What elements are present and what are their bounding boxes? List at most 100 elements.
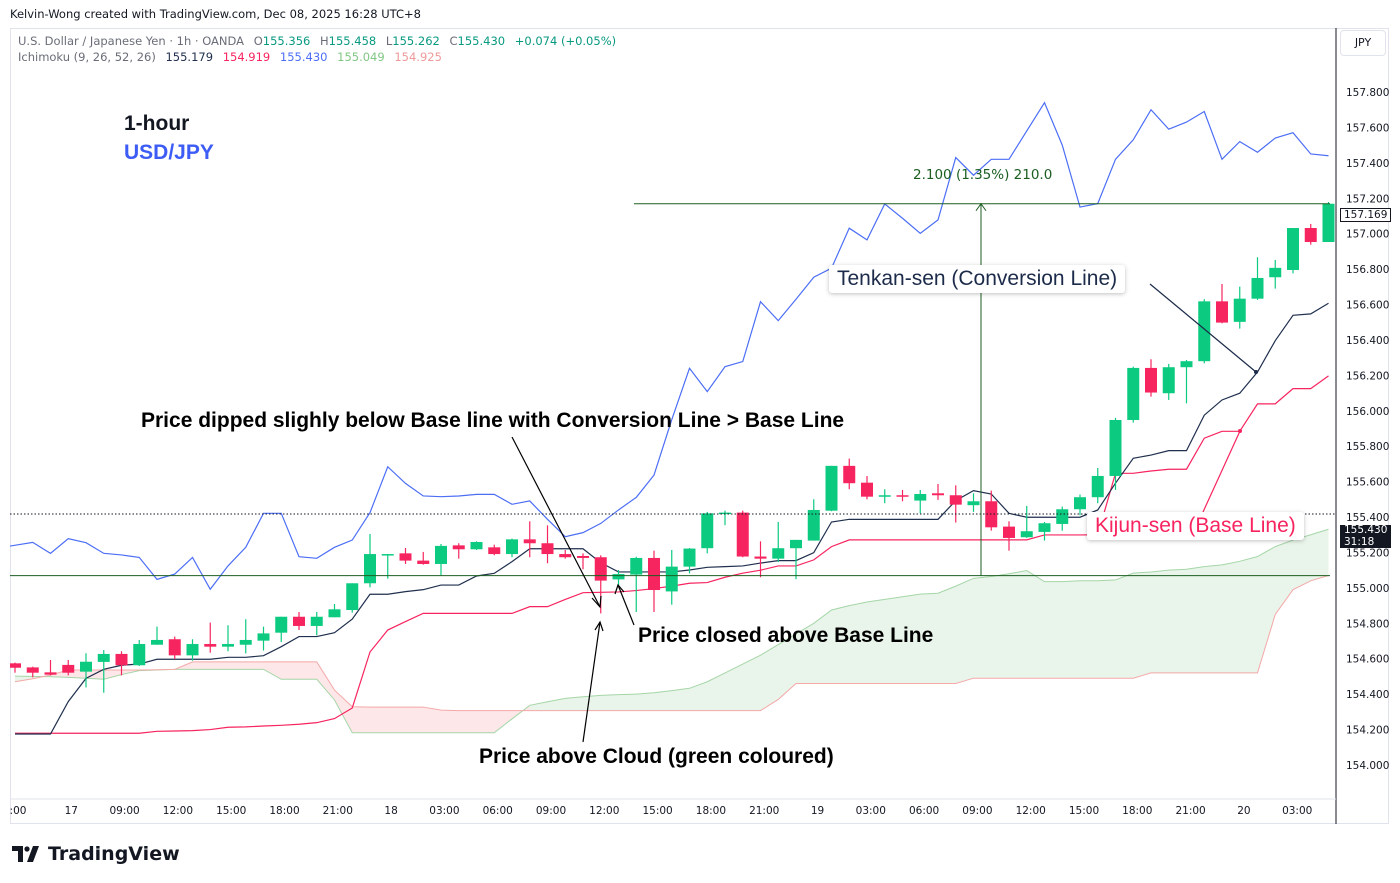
candle[interactable] (1287, 228, 1299, 274)
candle[interactable] (1233, 286, 1246, 329)
candle[interactable] (1145, 359, 1157, 397)
candle[interactable] (239, 619, 252, 654)
candle[interactable] (133, 639, 146, 666)
candle[interactable] (328, 603, 341, 618)
candle[interactable] (878, 489, 891, 504)
candle[interactable] (115, 651, 128, 676)
candle[interactable] (435, 543, 447, 576)
currency-button[interactable]: JPY (1340, 30, 1386, 56)
candle[interactable] (1003, 521, 1015, 551)
candle[interactable] (772, 521, 785, 563)
candle[interactable] (1216, 283, 1228, 324)
candle[interactable] (630, 556, 643, 612)
candle[interactable] (97, 650, 110, 693)
candle[interactable] (949, 485, 962, 523)
candle[interactable] (222, 625, 234, 652)
candle[interactable] (470, 541, 483, 550)
cloud-segment (547, 698, 566, 711)
candle[interactable] (1038, 521, 1051, 541)
indicator-legend[interactable]: Ichimoku (9, 26, 52, 26) 155.179 154.919… (18, 50, 442, 64)
candle[interactable] (559, 549, 572, 559)
candle[interactable] (843, 458, 856, 490)
candle[interactable] (168, 636, 181, 660)
candle[interactable] (9, 662, 21, 673)
tenkan-callout-line[interactable] (1149, 283, 1257, 373)
candle[interactable] (577, 553, 589, 570)
candle[interactable] (1127, 366, 1140, 423)
candle[interactable] (985, 490, 998, 531)
candle[interactable] (1251, 257, 1264, 300)
candle[interactable] (683, 548, 696, 574)
dip-arrow[interactable] (511, 436, 601, 608)
candle[interactable] (151, 626, 163, 645)
tradingview-logo[interactable]: TradingView (12, 843, 180, 865)
closed-note[interactable]: Price closed above Base Line (638, 624, 934, 647)
candle[interactable] (701, 511, 714, 554)
candle[interactable] (612, 569, 625, 587)
candle[interactable] (665, 549, 678, 605)
candle[interactable] (488, 544, 501, 556)
candle[interactable] (648, 550, 660, 612)
candle[interactable] (310, 611, 323, 636)
candle[interactable] (1056, 506, 1069, 531)
candle[interactable] (399, 548, 412, 564)
time-axis[interactable]: :00 17 09:00 12:00 15:00 18:00 21:00 18 03:00 06:… (10, 805, 1313, 817)
candle[interactable] (417, 551, 430, 565)
candle[interactable] (736, 510, 749, 558)
price-tick: 154.800 (1346, 618, 1389, 630)
candle[interactable] (523, 521, 536, 558)
lead-a-line[interactable] (14, 528, 1329, 734)
symbol-legend[interactable]: U.S. Dollar / Japanese Yen · 1h · OANDA … (18, 34, 616, 48)
candle[interactable] (1162, 363, 1175, 400)
candle[interactable] (186, 639, 199, 661)
closed-arrow[interactable] (617, 584, 635, 626)
candle[interactable] (62, 659, 75, 676)
candle[interactable] (825, 465, 838, 512)
candle[interactable] (275, 616, 288, 643)
cloud-arrow[interactable] (582, 621, 601, 743)
measure-arrowhead-icon (975, 202, 987, 212)
candle[interactable] (452, 543, 465, 559)
candle[interactable] (541, 525, 554, 564)
candle[interactable] (861, 475, 873, 500)
time-tick: 06:00 (483, 805, 513, 817)
candle[interactable] (204, 622, 217, 653)
candle[interactable] (364, 534, 376, 588)
candle[interactable] (896, 489, 909, 502)
candle[interactable] (754, 541, 767, 578)
candle[interactable] (932, 483, 944, 500)
cloud-segment (370, 707, 388, 733)
candle[interactable] (257, 626, 270, 651)
candle[interactable] (26, 666, 39, 678)
candle[interactable] (790, 539, 802, 580)
candle[interactable] (1091, 467, 1104, 504)
tenkan-label[interactable]: Tenkan-sen (Conversion Line) (829, 265, 1126, 293)
candle[interactable] (506, 538, 518, 558)
candle[interactable] (346, 583, 359, 613)
kijun-label[interactable]: Kijun-sen (Base Line) (1087, 512, 1304, 540)
cloud-note[interactable]: Price above Cloud (green coloured) (479, 745, 834, 768)
candle[interactable] (1269, 259, 1282, 289)
lagging-line[interactable] (10, 101, 1329, 591)
candle[interactable] (914, 489, 927, 514)
kijun-callout-line[interactable] (1202, 430, 1241, 513)
candle[interactable] (1198, 299, 1211, 364)
cloud-segment (867, 599, 885, 684)
lead-b-line[interactable] (14, 575, 1329, 712)
candle[interactable] (44, 659, 57, 676)
candle[interactable] (1180, 359, 1193, 404)
candle[interactable] (807, 499, 820, 541)
candle[interactable] (1074, 494, 1086, 516)
candle[interactable] (719, 510, 731, 526)
candle[interactable] (967, 493, 980, 512)
dip-note[interactable]: Price dipped slighly below Base line wit… (141, 409, 845, 432)
candle[interactable] (1304, 223, 1317, 245)
candle[interactable] (1109, 417, 1122, 490)
candle[interactable] (1322, 201, 1335, 243)
price-axis[interactable]: 157.800 157.600 157.400 157.200 157.000 156.8… (1346, 87, 1389, 772)
candle[interactable] (381, 554, 394, 579)
candle[interactable] (293, 611, 305, 631)
candle[interactable] (1020, 505, 1033, 538)
candle[interactable] (80, 653, 92, 688)
